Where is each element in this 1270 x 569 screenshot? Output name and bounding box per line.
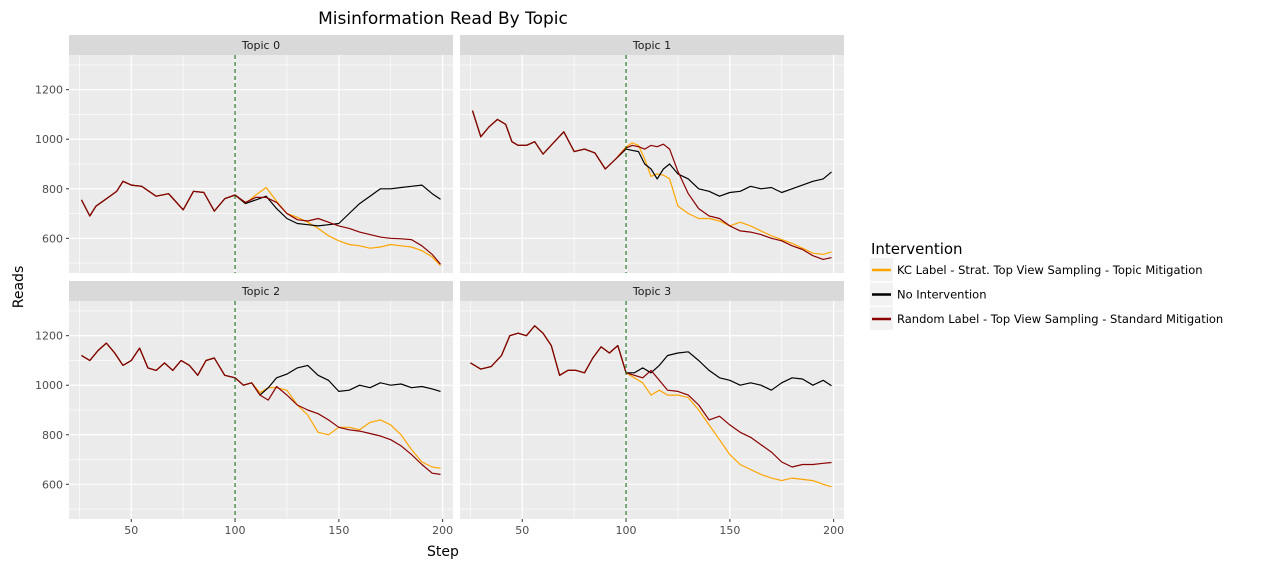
facet-panels: Topic 0 600 800 1000 1200 Topic 1 Topic 2 600 80… [35,35,844,537]
series-line [80,180,441,265]
facet-strip-label: Topic 2 [241,285,280,298]
x-tick-label: 150 [328,524,349,537]
x-tick-label: 50 [515,524,529,537]
y-tick-label: 1200 [35,330,63,343]
y-tick-label: 1000 [35,133,63,146]
legend-label: KC Label - Strat. Top View Sampling - To… [897,263,1203,277]
x-tick-label: 50 [124,524,138,537]
x-axis-title: Step [427,544,459,560]
facet-panel: Topic 1 [460,35,844,273]
facet-strip-label: Topic 0 [241,39,280,52]
legend-label: Random Label - Top View Sampling - Stand… [897,312,1223,326]
x-tick-label: 200 [823,524,844,537]
facet-strip-label: Topic 3 [632,285,671,298]
y-tick-label: 600 [42,478,63,491]
y-tick-label: 600 [42,232,63,245]
x-tick-label: 100 [225,524,246,537]
x-tick-label: 150 [719,524,740,537]
y-tick-label: 800 [42,183,63,196]
series-line [81,342,441,475]
x-tick-label: 100 [616,524,637,537]
legend-label: No Intervention [897,288,986,302]
series-line [471,110,832,260]
x-tick-label: 200 [432,524,453,537]
legend-title: Intervention [871,240,963,258]
facet-panel: Topic 0 600 800 1000 1200 [35,35,453,273]
y-tick-label: 800 [42,429,63,442]
facet-panel: Topic 3 50 100 150 200 [460,281,844,537]
y-tick-label: 1000 [35,379,63,392]
facet-strip [460,35,844,55]
facet-panel: Topic 2 600 800 1000 1200 50 100 150 200 [35,281,453,537]
y-axis-title: Reads [11,266,27,308]
y-tick-label: 1200 [35,84,63,97]
facet-strip-label: Topic 1 [632,39,671,52]
series-line [470,325,832,468]
facet-strip [460,281,844,301]
facet-strip [69,35,453,55]
legend: Intervention KC Label - Strat. Top View … [870,240,1223,330]
facet-strip [69,281,453,301]
chart-title: Misinformation Read By Topic [318,9,568,29]
